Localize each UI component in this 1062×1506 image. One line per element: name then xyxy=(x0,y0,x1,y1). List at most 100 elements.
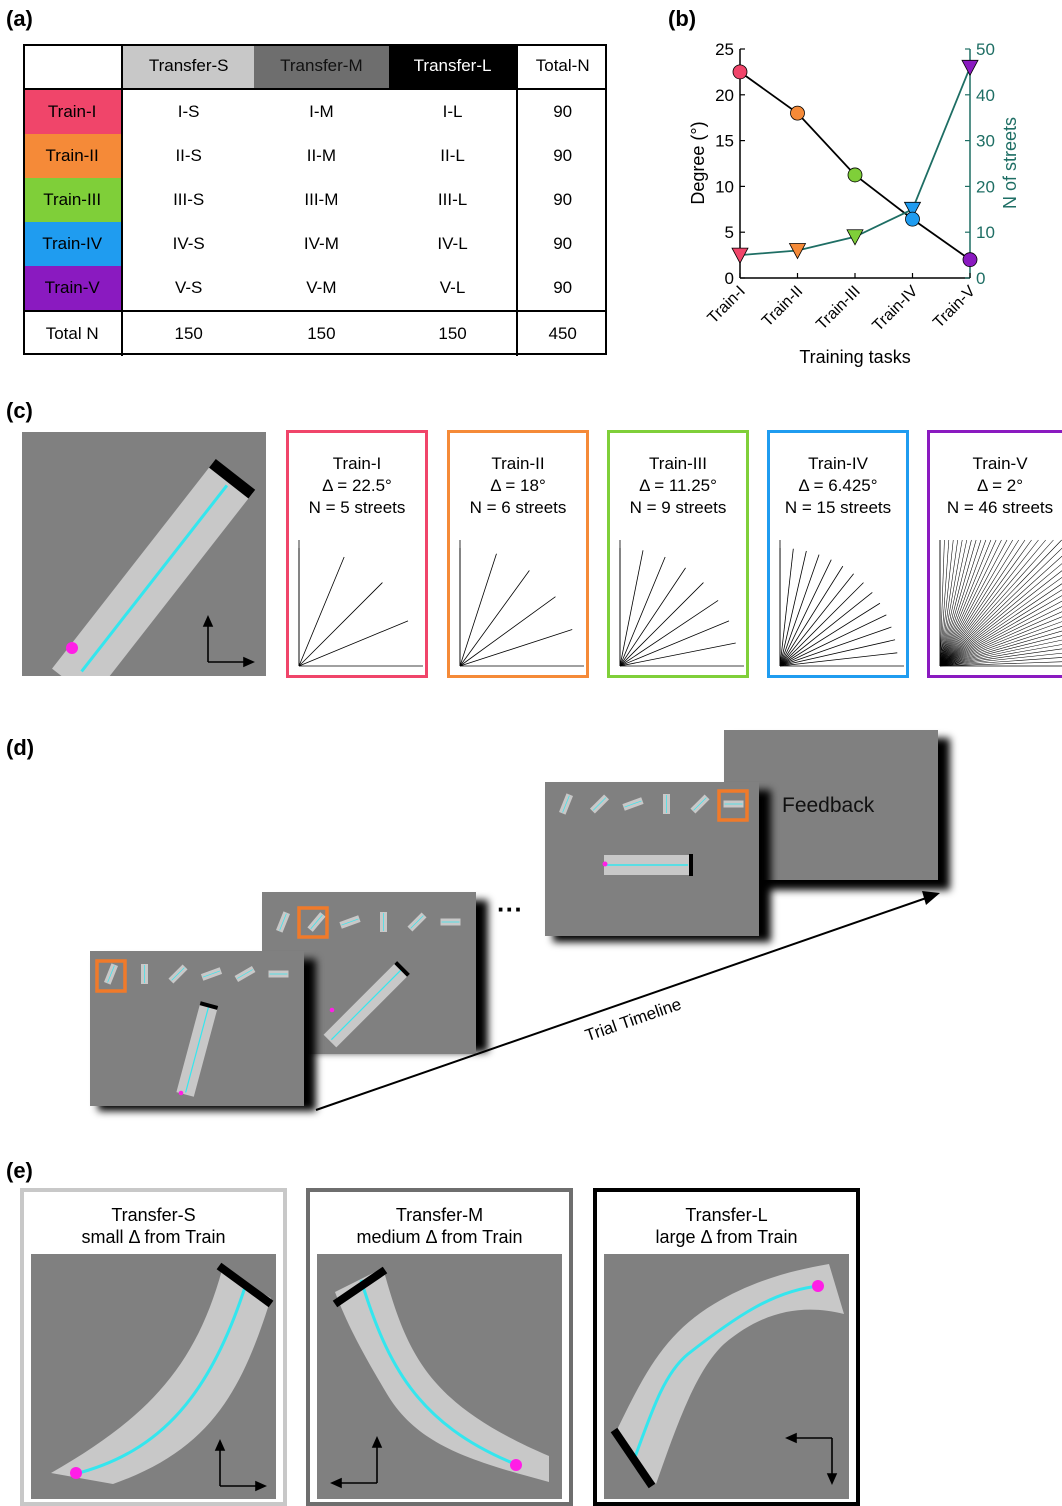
goal-bar xyxy=(689,854,693,876)
col-header-transfer-l: Transfer-L xyxy=(389,44,518,89)
x-tick-label: Train-V xyxy=(930,283,979,332)
street-fan xyxy=(616,536,744,672)
y-tick-label-left: 0 xyxy=(725,269,734,288)
fan-street xyxy=(620,621,729,666)
fan-street xyxy=(460,554,496,666)
street-fan xyxy=(936,536,1062,672)
table-cell: III-L xyxy=(389,178,518,222)
table-cell: 450 xyxy=(517,311,607,356)
y-tick-label-left: 5 xyxy=(725,223,734,242)
degree-marker xyxy=(848,168,862,182)
table-cell: 150 xyxy=(389,311,518,356)
start-dot xyxy=(330,1008,335,1013)
fan-street xyxy=(780,627,891,666)
transfer-subtitle: large Δ from Train xyxy=(597,1226,856,1248)
option-street-icon xyxy=(663,794,670,814)
transfer-subtitle: small Δ from Train xyxy=(24,1226,283,1248)
table-row: Train-III III-S III-M III-L 90 xyxy=(23,178,607,222)
table-cell: V-S xyxy=(122,266,254,311)
table-cell: 90 xyxy=(517,222,607,266)
fan-street xyxy=(460,571,529,666)
fan-street xyxy=(299,557,344,666)
fan-street xyxy=(460,630,572,666)
task-delta: Δ = 22.5° xyxy=(289,475,425,497)
transfer-box-m: Transfer-M medium Δ from Train xyxy=(306,1188,573,1506)
transfer-stimulus-l xyxy=(604,1254,849,1499)
x-tick-label: Train-I xyxy=(705,283,749,327)
start-dot xyxy=(812,1280,824,1292)
ellipsis: ··· xyxy=(497,894,523,924)
table-cell: II-L xyxy=(389,134,518,178)
y-tick-label-right: 50 xyxy=(976,40,995,59)
task-delta: Δ = 2° xyxy=(930,475,1062,497)
streets-marker xyxy=(732,248,748,263)
street-fan xyxy=(456,536,584,672)
task-count: N = 9 streets xyxy=(610,497,746,519)
task-title: Train-I xyxy=(289,453,425,475)
transfer-title: Transfer-S xyxy=(24,1204,283,1226)
col-header-total-n: Total-N xyxy=(517,44,607,89)
table-cell: III-M xyxy=(254,178,389,222)
table-cell: 90 xyxy=(517,266,607,311)
fan-street xyxy=(940,540,1032,666)
degree-marker xyxy=(963,253,977,267)
transfer-subtitle: medium Δ from Train xyxy=(310,1226,569,1248)
streets-line xyxy=(740,67,970,255)
transfer-box-l: Transfer-L large Δ from Train xyxy=(593,1188,860,1506)
table-header-row: Transfer-S Transfer-M Transfer-L Total-N xyxy=(23,44,607,89)
table-total-row: Total N 150 150 150 450 xyxy=(23,311,607,356)
table-cell: 90 xyxy=(517,89,607,134)
fan-street xyxy=(780,551,806,666)
streets-marker xyxy=(962,60,978,75)
fan-street xyxy=(299,583,382,666)
start-dot xyxy=(179,1091,184,1096)
table-row: Train-II II-S II-M II-L 90 xyxy=(23,134,607,178)
fan-street xyxy=(460,597,555,666)
task-title: Train-V xyxy=(930,453,1062,475)
table-cell: II-S xyxy=(122,134,254,178)
row-label-total-n: Total N xyxy=(23,311,122,356)
example-street-stimulus xyxy=(22,432,266,676)
transfer-title: Transfer-L xyxy=(597,1204,856,1226)
start-dot xyxy=(510,1459,522,1471)
table-cell: II-M xyxy=(254,134,389,178)
fan-street xyxy=(780,592,872,666)
task-delta: Δ = 11.25° xyxy=(610,475,746,497)
row-label-train-ii: Train-II xyxy=(23,134,122,178)
option-street-icon xyxy=(269,971,289,978)
degree-marker xyxy=(906,212,920,226)
table-cell: 90 xyxy=(517,134,607,178)
option-street-icon xyxy=(441,919,461,926)
task-box-train-ii: Train-II Δ = 18° N = 6 streets xyxy=(447,430,589,678)
transfer-stimulus-s xyxy=(31,1254,276,1499)
y-tick-label-right: 20 xyxy=(976,177,995,196)
data-markers xyxy=(732,60,978,266)
task-box-train-v: Train-V Δ = 2° N = 46 streets xyxy=(927,430,1062,678)
fan-street xyxy=(620,583,703,666)
table-row: Train-IV IV-S IV-M IV-L 90 xyxy=(23,222,607,266)
timeline-arrowhead xyxy=(922,891,940,905)
table-cell: 150 xyxy=(122,311,254,356)
fan-street xyxy=(940,560,1062,666)
degree-marker xyxy=(733,65,747,79)
table-cell: I-M xyxy=(254,89,389,134)
option-street-icon xyxy=(380,912,387,932)
row-label-train-i: Train-I xyxy=(23,89,122,134)
fan-street xyxy=(940,587,1062,666)
table-cell: V-M xyxy=(254,266,389,311)
degree-marker xyxy=(791,106,805,120)
start-dot xyxy=(70,1467,82,1479)
panel-label-c: (c) xyxy=(6,398,33,424)
option-street-icon xyxy=(724,801,744,808)
task-box-train-iii: Train-III Δ = 11.25° N = 9 streets xyxy=(607,430,749,678)
y-tick-label-left: 25 xyxy=(715,40,734,59)
task-title: Train-IV xyxy=(770,453,906,475)
design-table: Transfer-S Transfer-M Transfer-L Total-N… xyxy=(23,44,607,356)
table-cell: 90 xyxy=(517,178,607,222)
y-tick-label-left: 15 xyxy=(715,132,734,151)
table-cell: I-S xyxy=(122,89,254,134)
task-box-train-iv: Train-IV Δ = 6.425° N = 15 streets xyxy=(767,430,909,678)
task-count: N = 46 streets xyxy=(930,497,1062,519)
